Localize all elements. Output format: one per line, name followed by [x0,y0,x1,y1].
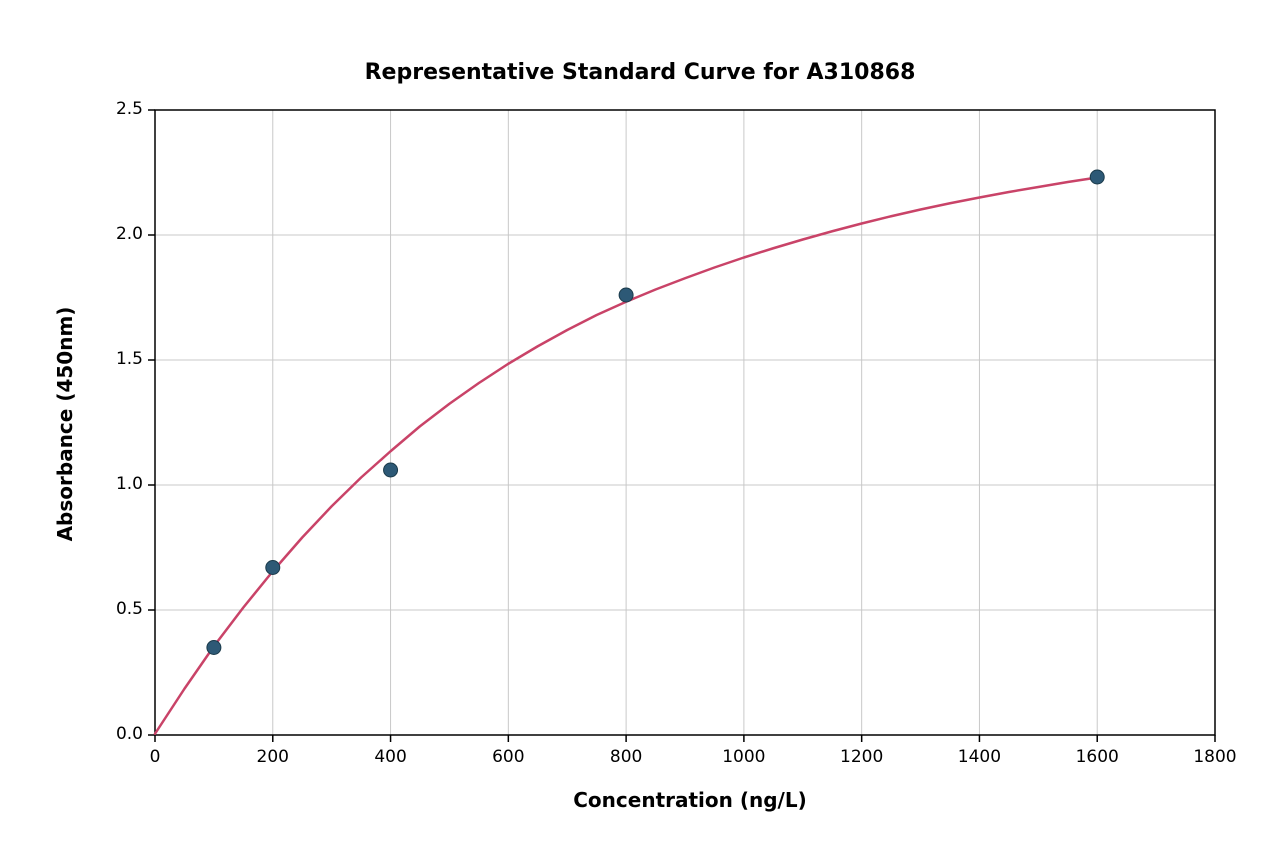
x-tick-label: 1400 [939,747,1019,767]
x-tick-label: 1000 [704,747,784,767]
y-tick-label: 1.0 [95,474,143,494]
scatter-points [207,170,1104,655]
x-axis-label-text: Concentration (ng/L) [473,788,806,812]
chart-container: Representative Standard Curve for A31086… [0,0,1280,845]
x-tick-label: 600 [468,747,548,767]
y-axis-label-text: Absorbance (450nm) [53,307,77,542]
x-tick-label: 1200 [822,747,902,767]
x-tick-label: 1800 [1175,747,1255,767]
x-tick-label: 0 [115,747,195,767]
grid-lines [155,110,1215,735]
y-tick-label: 0.0 [95,724,143,744]
y-tick-label: 2.0 [95,224,143,244]
y-tick-label: 0.5 [95,599,143,619]
chart-svg [0,0,1280,845]
x-tick-label: 200 [233,747,313,767]
x-tick-label: 800 [586,747,666,767]
y-axis-label: Absorbance (450nm) [53,24,77,824]
x-axis-label: Concentration (ng/L) [0,788,1280,812]
y-tick-label: 2.5 [95,99,143,119]
tick-marks [148,110,1215,742]
x-tick-label: 400 [351,747,431,767]
x-tick-label: 1600 [1057,747,1137,767]
y-tick-label: 1.5 [95,349,143,369]
axes [155,110,1215,735]
